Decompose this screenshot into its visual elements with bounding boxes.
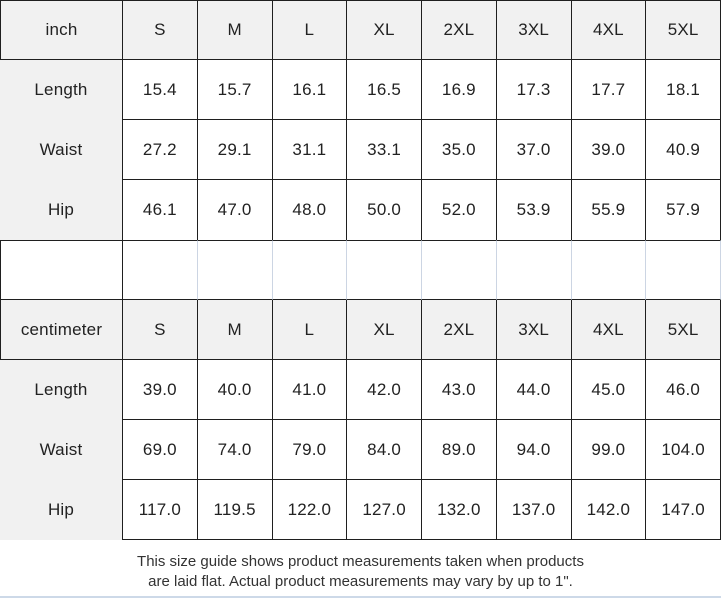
measurement-value: 33.1 <box>347 120 422 180</box>
measurement-value: 104.0 <box>646 420 721 480</box>
size-col-header: S <box>123 300 198 360</box>
measurement-value: 44.0 <box>496 360 572 420</box>
size-col-header: 2XL <box>422 0 497 60</box>
measurement-value: 41.0 <box>272 360 348 420</box>
unit-header-centimeter: centimeter <box>0 300 123 360</box>
size-guide-table: inch S M L XL 2XL 3XL 4XL 5XL Length 15.… <box>0 0 721 540</box>
measurement-value: 137.0 <box>496 480 572 540</box>
measurement-value: 46.0 <box>646 360 721 420</box>
measurement-value: 29.1 <box>197 120 273 180</box>
measurement-value: 40.0 <box>197 360 273 420</box>
size-col-header: 4XL <box>571 300 647 360</box>
measurement-value: 17.3 <box>496 60 572 120</box>
measurement-value: 35.0 <box>422 120 497 180</box>
measurement-value: 40.9 <box>646 120 721 180</box>
size-col-header: 3XL <box>496 0 572 60</box>
measurement-value: 27.2 <box>123 120 198 180</box>
measurement-value: 142.0 <box>571 480 647 540</box>
spacer-cell <box>197 240 273 300</box>
row-label: Hip <box>0 480 123 540</box>
size-col-header: XL <box>347 300 422 360</box>
row-label: Waist <box>0 420 123 480</box>
measurement-value: 50.0 <box>347 180 422 240</box>
measurement-value: 79.0 <box>272 420 348 480</box>
row-label: Length <box>0 60 123 120</box>
spacer-cell <box>0 240 123 300</box>
size-col-header: 2XL <box>422 300 497 360</box>
size-col-header: M <box>197 0 273 60</box>
measurement-value: 15.4 <box>123 60 198 120</box>
size-guide-footnote: This size guide shows product measuremen… <box>0 540 721 598</box>
row-label: Waist <box>0 120 123 180</box>
measurement-value: 117.0 <box>123 480 198 540</box>
footnote-line-1: This size guide shows product measuremen… <box>137 553 584 571</box>
spacer-cell <box>272 240 348 300</box>
measurement-value: 47.0 <box>197 180 273 240</box>
measurement-value: 18.1 <box>646 60 721 120</box>
measurement-value: 15.7 <box>197 60 273 120</box>
size-col-header: L <box>272 0 348 60</box>
measurement-value: 31.1 <box>272 120 348 180</box>
spacer-cell <box>422 240 497 300</box>
measurement-value: 53.9 <box>496 180 572 240</box>
size-col-header: 5XL <box>646 300 721 360</box>
measurement-value: 69.0 <box>123 420 198 480</box>
footnote-line-2: are laid flat. Actual product measuremen… <box>148 573 573 591</box>
unit-header-inch: inch <box>0 0 123 60</box>
measurement-value: 16.9 <box>422 60 497 120</box>
measurement-value: 52.0 <box>422 180 497 240</box>
measurement-value: 99.0 <box>571 420 647 480</box>
measurement-value: 42.0 <box>347 360 422 420</box>
size-col-header: 5XL <box>646 0 721 60</box>
measurement-value: 45.0 <box>571 360 647 420</box>
measurement-value: 16.5 <box>347 60 422 120</box>
size-col-header: 4XL <box>571 0 647 60</box>
measurement-value: 48.0 <box>272 180 348 240</box>
measurement-value: 37.0 <box>496 120 572 180</box>
measurement-value: 132.0 <box>422 480 497 540</box>
measurement-value: 84.0 <box>347 420 422 480</box>
spacer-cell <box>347 240 422 300</box>
measurement-value: 147.0 <box>646 480 721 540</box>
measurement-value: 17.7 <box>571 60 647 120</box>
size-col-header: 3XL <box>496 300 572 360</box>
spacer-cell <box>123 240 198 300</box>
measurement-value: 39.0 <box>123 360 198 420</box>
measurement-value: 43.0 <box>422 360 497 420</box>
measurement-value: 89.0 <box>422 420 497 480</box>
spacer-cell <box>496 240 572 300</box>
size-col-header: S <box>123 0 198 60</box>
size-col-header: L <box>272 300 348 360</box>
measurement-value: 94.0 <box>496 420 572 480</box>
size-col-header: XL <box>347 0 422 60</box>
measurement-value: 39.0 <box>571 120 647 180</box>
measurement-value: 127.0 <box>347 480 422 540</box>
spacer-cell <box>571 240 647 300</box>
measurement-value: 122.0 <box>272 480 348 540</box>
spacer-cell <box>646 240 721 300</box>
measurement-value: 16.1 <box>272 60 348 120</box>
size-col-header: M <box>197 300 273 360</box>
measurement-value: 74.0 <box>197 420 273 480</box>
measurement-value: 46.1 <box>123 180 198 240</box>
row-label: Length <box>0 360 123 420</box>
measurement-value: 55.9 <box>571 180 647 240</box>
measurement-value: 119.5 <box>197 480 273 540</box>
measurement-value: 57.9 <box>646 180 721 240</box>
row-label: Hip <box>0 180 123 240</box>
